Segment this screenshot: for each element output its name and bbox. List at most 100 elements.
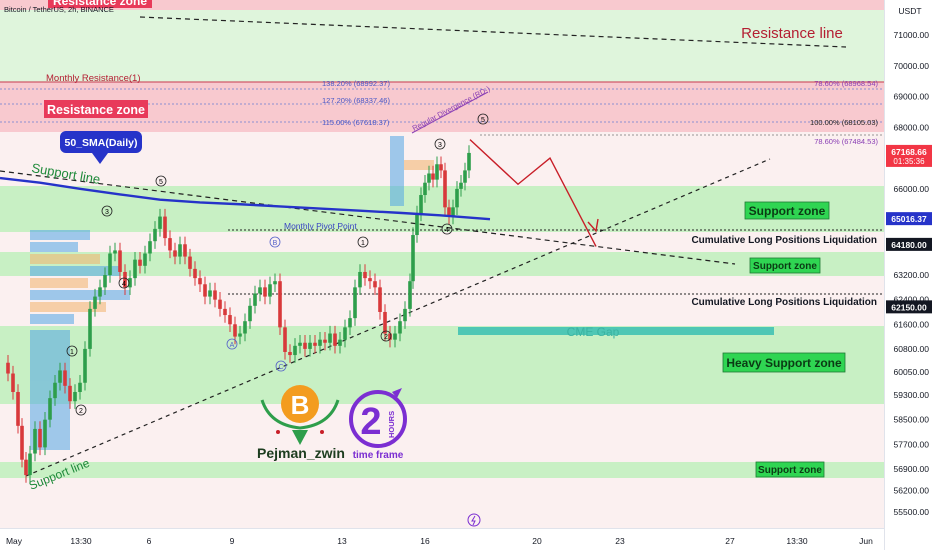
- candle-body: [323, 339, 327, 343]
- candle-body: [283, 327, 287, 352]
- time-tick-label: 9: [230, 536, 235, 546]
- cme-gap-bar: [458, 327, 774, 335]
- sma-callout-label: 50_SMA(Daily): [65, 137, 138, 149]
- candle-body: [463, 170, 467, 183]
- candle-body: [403, 308, 407, 322]
- time-axis[interactable]: May 13:30 6 9 13 16 20 23 27 13:30 Jun: [0, 528, 884, 551]
- time-tick-label: May: [6, 536, 23, 546]
- svg-text:2: 2: [384, 334, 388, 341]
- candle-body: [408, 281, 412, 309]
- timeframe-caption: time frame: [353, 450, 404, 461]
- candle-body: [133, 259, 137, 279]
- price-tick-label: 70000.00: [894, 61, 930, 71]
- lightning-icon[interactable]: [467, 513, 481, 527]
- candle-body: [103, 275, 107, 288]
- candle-body: [43, 419, 47, 448]
- candle-body: [16, 391, 20, 426]
- price-tick-label: 69000.00: [894, 92, 930, 102]
- pink-band-2: [0, 232, 884, 252]
- svg-text:4: 4: [445, 227, 449, 234]
- svg-text:1: 1: [70, 349, 74, 356]
- time-tick-label: Jun: [859, 536, 873, 546]
- time-tick-label: 20: [532, 536, 542, 546]
- price-tick-label: 59300.00: [894, 390, 930, 400]
- candle-body: [388, 333, 392, 340]
- support-zone-2-label: Support zone: [753, 261, 817, 272]
- candle-body: [427, 173, 431, 183]
- liquidation-price-tag-label: 62150.00: [891, 302, 927, 312]
- candle-body: [328, 333, 332, 343]
- time-axis-svg: May 13:30 6 9 13 16 20 23 27 13:30 Jun: [6, 536, 873, 546]
- symbol-header[interactable]: Bitcoin / TetherUS, 2h, BINANCE: [4, 5, 114, 14]
- monthly-pivot-label: Monthly Pivot Point: [284, 221, 357, 231]
- price-tick-label: 63200.00: [894, 270, 930, 280]
- price-tick-label: 62400.00: [894, 295, 930, 305]
- candle-body: [238, 333, 242, 337]
- candle-body: [338, 339, 342, 346]
- price-chart[interactable]: Resistance zone Resistance line Monthly …: [0, 0, 884, 528]
- candle-body: [218, 299, 222, 309]
- candle-body: [368, 278, 372, 282]
- candle-body: [173, 250, 177, 257]
- candle-body: [393, 333, 397, 340]
- candle-body: [348, 318, 352, 328]
- lower-pink-band: [0, 404, 884, 462]
- resistance-zone-box[interactable]: [44, 100, 148, 118]
- support-zone-2-box[interactable]: [749, 257, 821, 274]
- fib-label-115: 115.00% (67618.37): [322, 118, 390, 127]
- wave-label-3a: 3: [101, 205, 113, 217]
- support-zone-1-label: Support zone: [749, 204, 826, 218]
- wave-label-1b: 1: [357, 236, 369, 248]
- candle-body: [83, 348, 87, 383]
- price-axis-svg: USDT 71000.00 70000.00 69000.00 68000.00 6600…: [886, 6, 932, 517]
- author-name: Pejman_zwin: [257, 445, 345, 461]
- support-zone-1-box[interactable]: [744, 201, 830, 220]
- svg-text:HOURS: HOURS: [387, 411, 396, 438]
- candle-body: [263, 287, 267, 297]
- currency-label: USDT: [898, 6, 921, 16]
- price-tick-label: 57700.00: [894, 439, 930, 449]
- candle-body: [419, 195, 423, 214]
- candle-body: [203, 284, 207, 297]
- wave-label-C: C: [275, 360, 287, 372]
- candle-body: [293, 345, 297, 356]
- wave-label-5b: 5: [477, 113, 489, 125]
- candle-body: [423, 182, 427, 196]
- svg-text:A: A: [230, 342, 235, 349]
- support-zone-3-box[interactable]: [755, 461, 825, 478]
- top-resistance-band: [0, 0, 884, 10]
- candle-body: [308, 342, 312, 349]
- heavy-support-box[interactable]: [722, 352, 846, 373]
- candle-body: [435, 164, 439, 180]
- candle-body: [278, 281, 282, 328]
- candle-body: [228, 315, 232, 325]
- sma-callout-box[interactable]: [60, 131, 142, 153]
- price-tick-label: 66000.00: [894, 184, 930, 194]
- candle-body: [455, 188, 459, 208]
- fib-label-127: 127.20% (68337.46): [322, 96, 390, 105]
- candle-body: [148, 241, 152, 254]
- svg-text:3: 3: [438, 142, 442, 149]
- projection-arrowhead: [587, 218, 599, 233]
- cum-long-2-label: Cumulative Long Positions Liquidation: [691, 297, 877, 308]
- candle-body: [298, 342, 302, 346]
- candle-body: [58, 370, 62, 383]
- price-tick-label: 58500.00: [894, 415, 930, 425]
- price-axis[interactable]: USDT 71000.00 70000.00 69000.00 68000.00 6600…: [884, 0, 932, 550]
- pivot-price-tag-box: [886, 237, 932, 251]
- candle-body: [223, 308, 227, 316]
- candle-body: [439, 164, 443, 171]
- countdown-label: 01:35:36: [893, 157, 925, 166]
- candle-body: [343, 327, 347, 340]
- time-tick-label: 23: [615, 536, 625, 546]
- candle-body: [398, 321, 402, 334]
- monthly-resistance-label: Monthly Resistance(1): [46, 73, 141, 84]
- candle-body: [20, 425, 24, 460]
- candle-body: [68, 385, 72, 402]
- time-tick-label: 13:30: [70, 536, 92, 546]
- candle-body: [253, 293, 257, 306]
- time-tick-label: 6: [147, 536, 152, 546]
- resistance-zone-top-box[interactable]: [48, 0, 152, 8]
- divergence-line: [411, 91, 489, 134]
- candle-body: [24, 459, 28, 476]
